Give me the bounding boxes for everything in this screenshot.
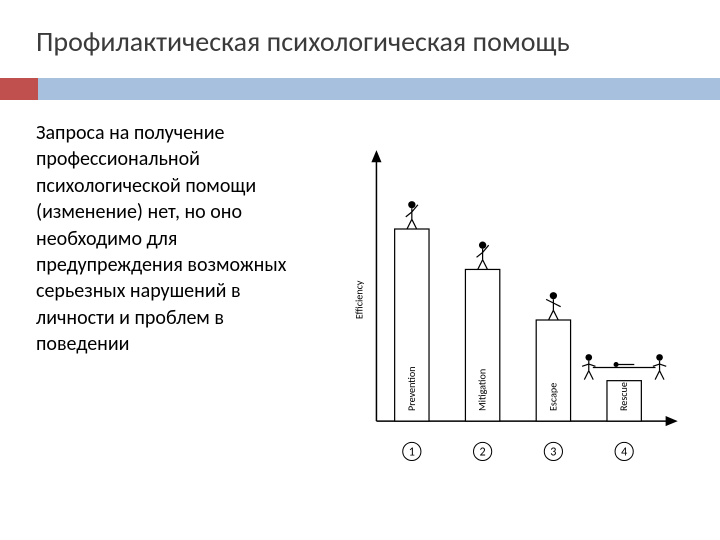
stick-figure [653, 354, 666, 380]
chart-svg: Efficiency Prevention Mitigation Escape Res… [336, 120, 700, 520]
number-label: 2 [480, 444, 486, 459]
efficiency-chart: Efficiency Prevention Mitigation Escape Res… [336, 120, 700, 520]
number-label: 4 [621, 444, 627, 459]
y-axis-label: Efficiency [352, 280, 365, 319]
stick-figure [406, 201, 418, 229]
body-text: Запроса на получение профессиональной пс… [36, 120, 318, 358]
page-title: Профилактическая психологическая помощь [36, 24, 700, 59]
bar-label: Escape [546, 383, 559, 411]
rescue-scene [582, 354, 666, 380]
accent-red [0, 78, 38, 100]
bar-label: Prevention [405, 366, 418, 411]
number-label: 3 [550, 444, 556, 459]
accent-blue [38, 78, 720, 100]
stick-figure [582, 354, 595, 380]
bar-label: Mitigation [476, 369, 489, 411]
accent-bar [0, 78, 720, 100]
number-label: 1 [409, 444, 415, 459]
bar-label: Rescue [617, 382, 630, 411]
stick-figure [477, 242, 489, 270]
stick-figure [546, 292, 561, 320]
